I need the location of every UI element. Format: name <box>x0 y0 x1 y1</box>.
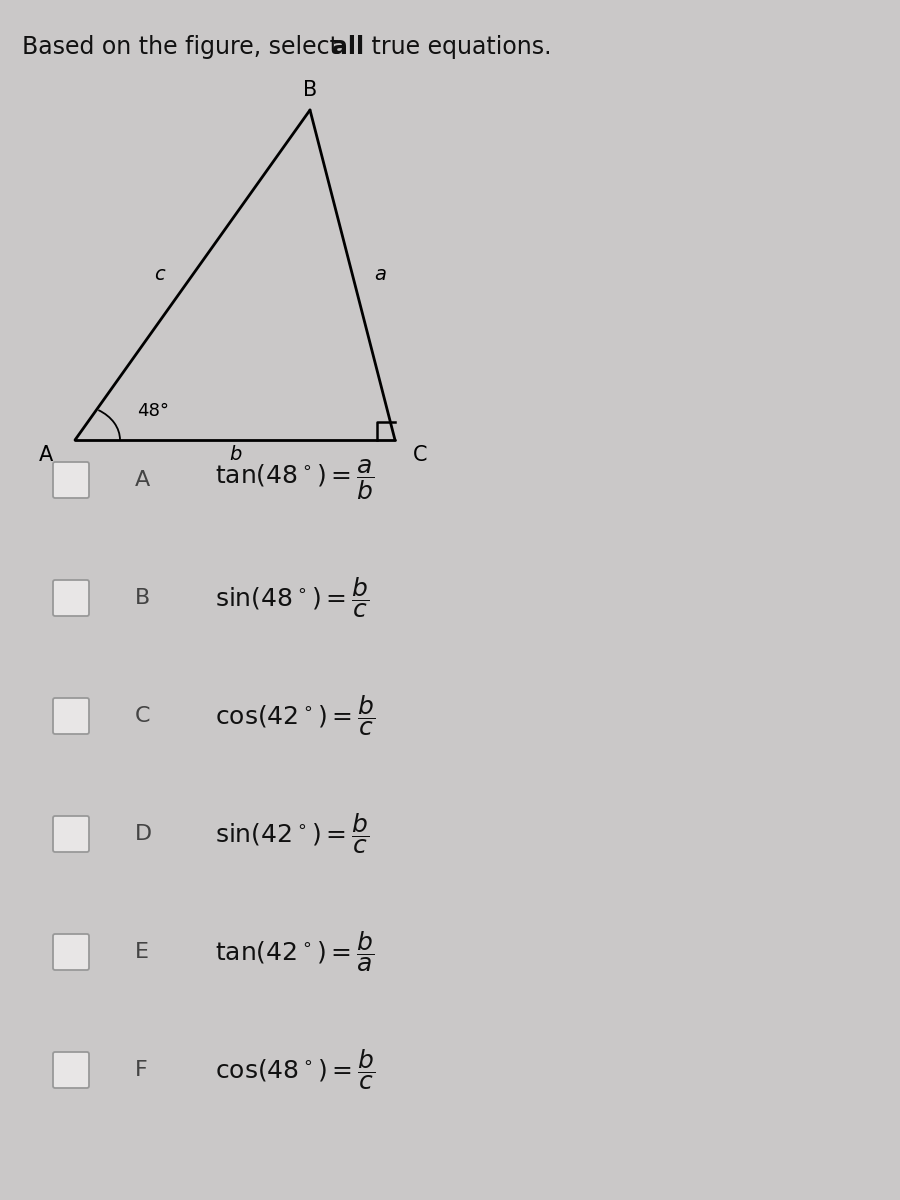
Text: C: C <box>135 706 150 726</box>
FancyBboxPatch shape <box>53 462 89 498</box>
Text: C: C <box>413 445 428 464</box>
Text: 48°: 48° <box>137 402 169 420</box>
FancyBboxPatch shape <box>53 934 89 970</box>
FancyBboxPatch shape <box>53 1052 89 1088</box>
FancyBboxPatch shape <box>53 580 89 616</box>
Text: B: B <box>135 588 150 608</box>
Text: true equations.: true equations. <box>364 35 552 59</box>
Text: E: E <box>135 942 149 962</box>
Text: B: B <box>303 80 317 100</box>
Text: all: all <box>332 35 365 59</box>
Text: A: A <box>39 445 53 464</box>
Text: $\mathregular{cos}(48^\circ) = \dfrac{b}{c}$: $\mathregular{cos}(48^\circ) = \dfrac{b}… <box>215 1048 375 1092</box>
Text: b: b <box>229 445 241 464</box>
Text: $\mathregular{tan}(48^\circ) = \dfrac{a}{b}$: $\mathregular{tan}(48^\circ) = \dfrac{a}… <box>215 457 374 503</box>
FancyBboxPatch shape <box>53 816 89 852</box>
Text: Based on the figure, select: Based on the figure, select <box>22 35 346 59</box>
Text: $\mathregular{cos}(42^\circ) = \dfrac{b}{c}$: $\mathregular{cos}(42^\circ) = \dfrac{b}… <box>215 694 375 738</box>
Text: a: a <box>374 265 386 284</box>
Text: $\mathregular{sin}(42^\circ) = \dfrac{b}{c}$: $\mathregular{sin}(42^\circ) = \dfrac{b}… <box>215 811 369 857</box>
Text: A: A <box>135 470 150 490</box>
Text: D: D <box>135 824 152 844</box>
Text: F: F <box>135 1060 148 1080</box>
Text: $\mathregular{tan}(42^\circ) = \dfrac{b}{a}$: $\mathregular{tan}(42^\circ) = \dfrac{b}… <box>215 930 374 974</box>
Text: c: c <box>154 265 165 284</box>
FancyBboxPatch shape <box>53 698 89 734</box>
Text: $\mathregular{sin}(48^\circ) = \dfrac{b}{c}$: $\mathregular{sin}(48^\circ) = \dfrac{b}… <box>215 576 369 620</box>
